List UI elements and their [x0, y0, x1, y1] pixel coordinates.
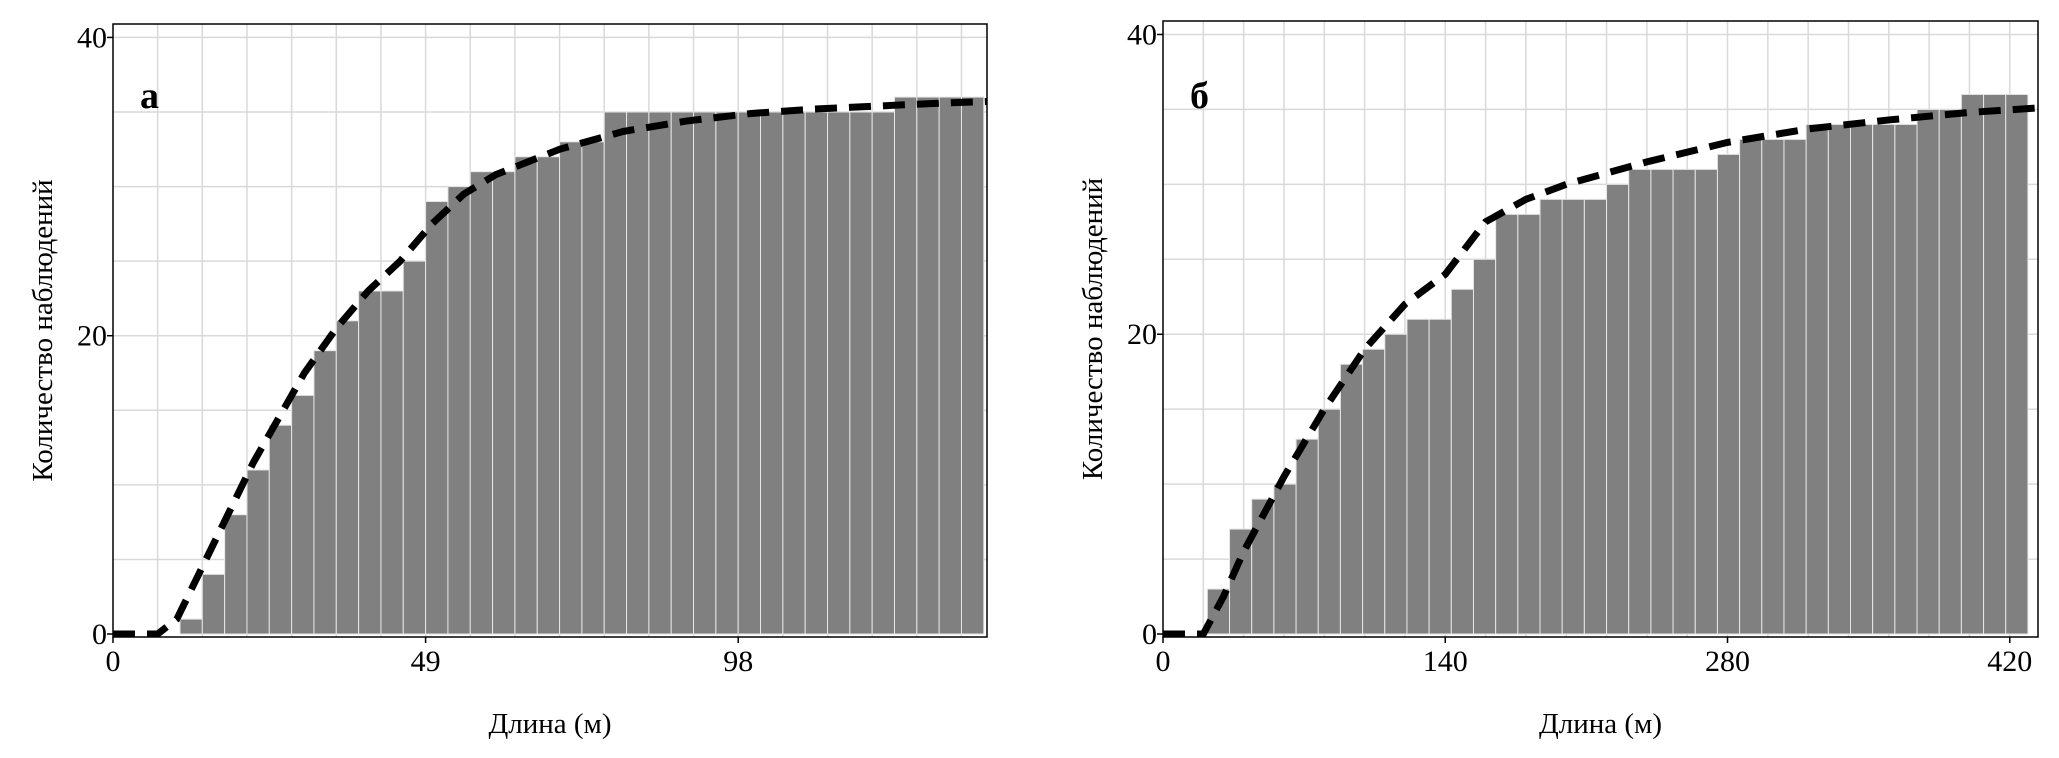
bar [849, 111, 873, 635]
bar [1472, 258, 1497, 635]
x-axis-label: Длина (м) [1539, 708, 1662, 740]
bar [492, 171, 516, 635]
bar [1406, 318, 1430, 635]
bar [402, 260, 427, 635]
x-tick-label: 420 [1987, 645, 2032, 678]
bar [737, 111, 762, 635]
bar [1672, 168, 1696, 635]
y-tick-label: 0 [1142, 618, 1157, 651]
bar [1561, 198, 1585, 635]
y-axis-label: Количество наблюдений [27, 179, 59, 481]
bar [1894, 123, 1918, 635]
plot-frame [1162, 20, 2039, 638]
bar [1983, 93, 2007, 635]
bar [648, 111, 672, 635]
bar [1960, 93, 1985, 635]
x-tick-label: 49 [411, 645, 441, 678]
panel-label: б [1190, 75, 1209, 117]
bar [1805, 123, 1829, 635]
bar [1583, 198, 1608, 635]
y-axis-label: Количество наблюдений [1077, 178, 1109, 480]
bar [1872, 123, 1896, 635]
bar [1273, 483, 1297, 635]
y-tick-label: 40 [77, 21, 107, 54]
x-tick-label: 0 [106, 645, 121, 678]
bar [447, 186, 471, 635]
bar [581, 141, 605, 635]
bar [425, 200, 449, 635]
bar [246, 469, 270, 635]
bar [1938, 108, 1962, 635]
bar [559, 141, 583, 635]
panel: 0 20 40 0 49 98 Длина (м) Количество наблюдений… [27, 21, 988, 740]
bar [1850, 123, 1874, 635]
panel-label: а [140, 75, 159, 117]
x-tick-label: 98 [723, 645, 753, 678]
plot-frame [112, 23, 988, 638]
bar [1916, 108, 1940, 635]
bar [893, 96, 918, 635]
bar [1606, 183, 1630, 635]
x-axis-label: Длина (м) [488, 708, 611, 740]
y-tick-label: 0 [92, 618, 107, 651]
bar [1739, 138, 1763, 635]
y-tick-label: 20 [77, 320, 107, 353]
bar [1450, 288, 1474, 635]
bar [960, 96, 985, 635]
bar [1362, 348, 1386, 635]
fit-curve [1163, 104, 2039, 638]
bar [804, 111, 829, 635]
bar [469, 171, 494, 635]
bar [1827, 123, 1852, 635]
bar [938, 96, 962, 635]
bar [1251, 498, 1275, 635]
fit-curve [113, 98, 988, 638]
bar [313, 350, 337, 635]
bar [179, 618, 203, 635]
bar [1628, 168, 1652, 635]
bar [1384, 333, 1408, 635]
bar [871, 111, 895, 635]
bar [514, 156, 538, 635]
bar [1761, 138, 1785, 635]
panel: 0 20 40 0 140 280 420 Длина (м) Количество наблю… [1077, 18, 2039, 740]
bar [380, 290, 404, 635]
bar [603, 111, 628, 635]
bar [1539, 198, 1563, 635]
bar [693, 111, 717, 635]
bar [782, 111, 806, 635]
bar [1694, 168, 1718, 635]
bar [1783, 138, 1807, 635]
x-tick-label: 0 [1156, 645, 1171, 678]
bar [291, 394, 315, 635]
bar [715, 111, 739, 635]
x-tick-label: 140 [1423, 645, 1468, 678]
bar [224, 514, 248, 635]
bar [358, 290, 382, 635]
bar [916, 96, 940, 635]
bar [1495, 213, 1519, 635]
bar [1517, 213, 1541, 635]
bar [1716, 153, 1741, 635]
bar [760, 111, 784, 635]
bar [827, 111, 851, 635]
bar [1650, 168, 1674, 635]
bar [201, 573, 226, 635]
bar [1339, 363, 1364, 635]
bar [2005, 93, 2029, 635]
y-tick-label: 20 [1127, 318, 1157, 351]
bar [1317, 408, 1341, 635]
bar [1428, 318, 1452, 635]
bar [670, 111, 695, 635]
y-tick-label: 40 [1127, 18, 1157, 51]
bar [268, 424, 293, 635]
bar [335, 320, 360, 635]
x-tick-label: 280 [1705, 645, 1750, 678]
bar [626, 111, 650, 635]
bar [536, 156, 561, 635]
bar [1295, 438, 1319, 635]
